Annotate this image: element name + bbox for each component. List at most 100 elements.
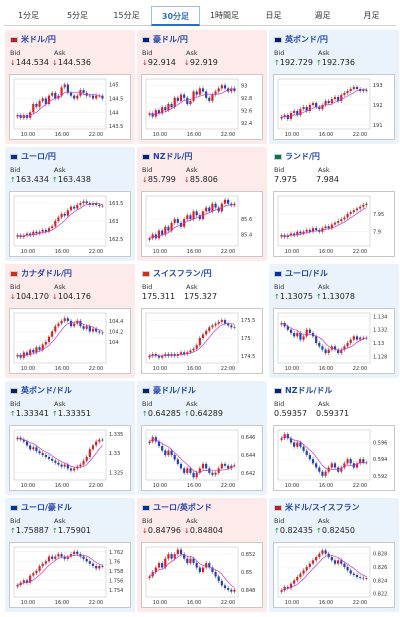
candle-body xyxy=(98,566,101,569)
pair-title[interactable]: カナダドル/円 xyxy=(21,269,72,278)
price-chart[interactable]: 85.6 85.4 10:00 16:00 22:00 xyxy=(141,191,263,257)
plot-frame xyxy=(277,195,371,247)
price-chart[interactable]: 1.335 1.33 1.325 10:00 16:00 22:00 xyxy=(9,425,131,491)
candle-body xyxy=(173,554,176,559)
price-chart[interactable]: 163.5 163 162.5 10:00 16:00 22:00 xyxy=(9,191,131,257)
pair-title[interactable]: 豪ドル/円 xyxy=(153,35,188,44)
candle-body xyxy=(302,231,305,234)
candle-body xyxy=(154,234,157,239)
tab-6[interactable]: 週足 xyxy=(298,6,347,26)
tab-0[interactable]: 1分足 xyxy=(4,6,53,26)
candle-body xyxy=(340,560,343,564)
y-tick-label: 1.132 xyxy=(373,328,387,334)
candle-body xyxy=(161,355,164,358)
candle-body xyxy=(230,88,233,92)
price-chart[interactable]: 93 92.8 92.6 92.4 10:00 16:00 22:00 xyxy=(141,74,263,140)
candle-body xyxy=(95,441,98,446)
pair-card[interactable]: ユーロ/豪ドル Bid Ask ↑1.75887 ↑1.75901 1.762 1.76 1.… xyxy=(5,498,135,612)
pair-card[interactable]: 豪ドル/ドル Bid Ask ↑0.64285 ↑0.64289 0.646 0.644 0.… xyxy=(137,381,267,495)
candle-body xyxy=(60,554,63,557)
candle-body xyxy=(41,98,44,102)
price-chart[interactable]: 104.4 104.2 104 10:00 16:00 22:00 xyxy=(9,308,131,374)
pair-title[interactable]: スイスフラン/円 xyxy=(153,269,212,278)
y-tick-label: 144 xyxy=(109,110,119,116)
price-chart[interactable]: 145 144.5 144 143.5 10:00 16:00 22:00 xyxy=(9,74,131,140)
ask-label: Ask xyxy=(318,517,330,525)
pair-card[interactable]: ユーロ/ドル Bid Ask ↑1.13075 ↑1.13078 1.134 1.132 1.… xyxy=(269,264,399,378)
price-chart[interactable]: 0.596 0.594 0.592 10:00 16:00 22:00 xyxy=(273,425,395,491)
price-chart[interactable]: 0.828 0.826 0.824 0.822 10:00 16:00 22:00 xyxy=(273,542,395,608)
arrow-down-icon: ↓ xyxy=(142,527,148,535)
y-tick-label: 104.4 xyxy=(109,319,123,325)
candle-body xyxy=(173,354,176,356)
pair-card[interactable]: スイスフラン/円 Bid Ask 175.311 175.327 175.5 175 174.… xyxy=(137,264,267,378)
chart-svg: 7.95 7.9 10:00 16:00 22:00 xyxy=(277,195,384,255)
pair-title[interactable]: 豪ドル/ドル xyxy=(153,386,196,395)
pair-title[interactable]: NZドル/円 xyxy=(153,152,193,161)
tab-3[interactable]: 30分足 xyxy=(151,6,200,26)
price-chart[interactable]: 1.134 1.132 1.13 1.128 10:00 16:00 22:00 xyxy=(273,308,395,374)
ask-label: Ask xyxy=(54,283,66,291)
moving-average-line xyxy=(17,91,103,117)
candle-body xyxy=(359,577,362,578)
candle-body xyxy=(343,93,346,95)
candle-body xyxy=(227,588,230,590)
pair-title[interactable]: ランド/円 xyxy=(285,152,320,161)
flag-icon xyxy=(274,388,282,394)
ask-number: 163.438 xyxy=(57,175,91,184)
x-tick-label: 16:00 xyxy=(187,249,201,255)
tab-4[interactable]: 1時間足 xyxy=(200,6,249,26)
pair-title[interactable]: NZドル/ドル xyxy=(285,386,333,395)
pair-card[interactable]: 米ドル/スイスフラン Bid Ask ↑0.82435 ↑0.82450 0.828 0.8… xyxy=(269,498,399,612)
pair-title[interactable]: ユーロ/英ポンド xyxy=(153,503,212,512)
pair-title[interactable]: ユーロ/ドル xyxy=(285,269,328,278)
price-chart[interactable]: 175.5 175 174.5 10:00 16:00 22:00 xyxy=(141,308,263,374)
ask-number: 1.75901 xyxy=(57,526,91,535)
pair-title[interactable]: 米ドル/円 xyxy=(21,35,56,44)
candle-body xyxy=(95,203,98,205)
tab-5[interactable]: 日足 xyxy=(249,6,298,26)
candle-body xyxy=(365,578,368,579)
pair-card[interactable]: 英ポンド/円 Bid Ask ↑192.729 ↑192.736 193 192 191 10:… xyxy=(269,30,399,144)
candle-body xyxy=(327,349,330,353)
pair-card[interactable]: 英ポンド/ドル Bid Ask ↑1.33341 ↑1.33351 1.335 1.33 1.… xyxy=(5,381,135,495)
pair-card[interactable]: ユーロ/英ポンド Bid Ask ↓0.84796 ↓0.84804 0.852 0.85 0… xyxy=(137,498,267,612)
tab-2[interactable]: 15分足 xyxy=(102,6,151,26)
pair-title[interactable]: 英ポンド/ドル xyxy=(21,386,72,395)
candle-body xyxy=(73,95,76,99)
candle-body xyxy=(16,437,19,440)
flag-icon xyxy=(10,505,18,511)
candle-body xyxy=(73,551,76,555)
candle-body xyxy=(82,201,85,204)
candle-body xyxy=(82,326,85,329)
tab-1[interactable]: 5分足 xyxy=(53,6,102,26)
pair-card[interactable]: ユーロ/円 Bid Ask ↑163.434 ↑163.438 163.5 163 162.5… xyxy=(5,147,135,261)
pair-card[interactable]: NZドル/円 Bid Ask ↓85.799 ↓85.806 85.6 85.4 10:00 1… xyxy=(137,147,267,261)
candle-body xyxy=(220,85,223,89)
chart-svg: 145 144.5 144 143.5 10:00 16:00 22:00 xyxy=(13,78,123,138)
pair-title[interactable]: ユーロ/円 xyxy=(21,152,56,161)
pair-card[interactable]: ランド/円 Bid Ask 7.975 7.984 7.95 7.9 10:00 16:00 22… xyxy=(269,147,399,261)
pair-card[interactable]: 米ドル/円 Bid Ask ↓144.534 ↓144.536 145 144.5 144 14… xyxy=(5,30,135,144)
candle-body xyxy=(343,217,346,220)
price-chart[interactable]: 0.646 0.644 0.642 10:00 16:00 22:00 xyxy=(141,425,263,491)
price-chart[interactable]: 7.95 7.9 10:00 16:00 22:00 xyxy=(273,191,395,257)
pair-card[interactable]: カナダドル/円 Bid Ask ↓104.170 ↓104.176 104.4 104.2 1… xyxy=(5,264,135,378)
pair-title[interactable]: 米ドル/スイスフラン xyxy=(285,503,360,512)
x-tick-label: 10:00 xyxy=(285,132,299,138)
price-chart[interactable]: 0.852 0.85 0.848 10:00 16:00 22:00 xyxy=(141,542,263,608)
tab-7[interactable]: 月足 xyxy=(347,6,396,26)
pair-card[interactable]: NZドル/ドル Bid Ask 0.59357 0.59371 0.596 0.594 0.5… xyxy=(269,381,399,495)
pair-card[interactable]: 豪ドル/円 Bid Ask ↓92.914 ↓92.919 93 92.8 92.6 92.4 1… xyxy=(137,30,267,144)
candle-body xyxy=(186,97,189,104)
price-chart[interactable]: 193 192 191 10:00 16:00 22:00 xyxy=(273,74,395,140)
price-chart[interactable]: 1.762 1.76 1.758 1.756 1.754 10:00 16:00 22:00 xyxy=(9,542,131,608)
pair-title[interactable]: 英ポンド/円 xyxy=(285,35,328,44)
pair-title[interactable]: ユーロ/豪ドル xyxy=(21,503,72,512)
arrow-up-icon: ↑ xyxy=(316,293,322,301)
candle-body xyxy=(355,463,359,468)
candle-body xyxy=(167,226,170,231)
candle-body xyxy=(230,589,233,592)
candle-body xyxy=(211,325,214,328)
ask-label: Ask xyxy=(54,400,66,408)
